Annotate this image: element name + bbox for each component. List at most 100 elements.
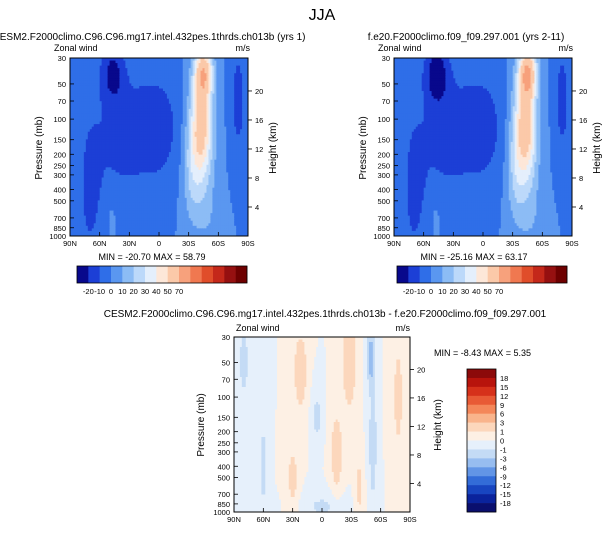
contour-cell [151, 73, 154, 77]
contour-cell [200, 180, 204, 184]
contour-cell [99, 121, 103, 125]
contour-cell [137, 167, 140, 171]
contour-cell [151, 83, 154, 87]
contour-cell [214, 131, 217, 135]
contour-cell [198, 96, 202, 100]
contour-cell [117, 63, 121, 67]
contour-cell [204, 129, 208, 133]
contour-cell [143, 195, 146, 199]
contour-cell [222, 113, 225, 118]
contour-cell [121, 119, 124, 123]
contour-cell [71, 182, 75, 186]
contour-cell [133, 172, 136, 176]
contour-cell [224, 73, 227, 77]
contour-cell [151, 103, 154, 107]
contour-cell [170, 108, 174, 112]
contour-cell [145, 113, 148, 118]
contour-cell [135, 192, 138, 196]
contour-cell [194, 65, 198, 69]
contour-cell [194, 111, 198, 115]
contour-cell [85, 147, 89, 151]
contour-cell [83, 180, 87, 184]
contour-cell [135, 152, 138, 156]
contour-cell [182, 111, 186, 115]
contour-cell [75, 139, 79, 143]
contour-cell [75, 149, 79, 153]
contour-cell [242, 126, 245, 130]
contour-cell [164, 180, 168, 184]
contour-cell [93, 88, 97, 92]
contour-cell [212, 80, 215, 85]
contour-cell [236, 58, 239, 62]
contour-cell [242, 192, 245, 196]
contour-cell [109, 177, 113, 181]
contour-cell [89, 141, 93, 146]
contour-cell [222, 103, 225, 107]
contour-cell [117, 182, 121, 186]
contour-cell [107, 192, 111, 196]
contour-cell [117, 157, 121, 161]
contour-cell [182, 96, 186, 100]
contour-cell [127, 182, 130, 186]
contour-cell [200, 164, 204, 168]
contour-cell [77, 58, 81, 62]
contour-cell [103, 180, 107, 184]
contour-cell [135, 68, 138, 72]
contour-cell [208, 91, 212, 95]
contour-cell [226, 93, 229, 97]
contour-cell [121, 167, 124, 171]
contour-cell [160, 177, 164, 181]
contour-cell [242, 116, 245, 120]
contour-cell [212, 129, 215, 133]
contour-cell [147, 96, 150, 100]
contour-cell [212, 60, 215, 64]
contour-cell [212, 152, 215, 156]
contour-cell [162, 167, 166, 171]
contour-cell [101, 124, 105, 128]
contour-cell [226, 88, 229, 92]
contour-cell [164, 121, 168, 125]
contour-cell [218, 169, 221, 174]
contour-cell [190, 147, 194, 151]
contour-cell [230, 144, 233, 148]
contour-cell [246, 167, 248, 171]
contour-cell [220, 65, 223, 69]
contour-cell [91, 152, 95, 156]
contour-cell [103, 60, 107, 64]
contour-cell [105, 190, 109, 194]
contour-cell [107, 154, 111, 158]
contour-cell [117, 58, 121, 62]
contour-cell [155, 164, 158, 168]
contour-cell [234, 136, 237, 140]
contour-cell [216, 96, 219, 100]
contour-cell [242, 129, 245, 133]
contour-cell [119, 195, 123, 199]
contour-cell [111, 162, 115, 166]
contour-cell [168, 129, 172, 133]
contour-cell [184, 182, 188, 186]
contour-cell [91, 83, 95, 87]
contour-cell [99, 172, 103, 176]
contour-cell [139, 129, 142, 133]
contour-cell [214, 136, 217, 140]
contour-cell [101, 141, 105, 146]
contour-cell [133, 149, 136, 153]
contour-cell [153, 174, 156, 179]
contour-cell [160, 174, 164, 179]
contour-cell [123, 141, 126, 146]
contour-cell [192, 83, 196, 87]
contour-cell [230, 103, 233, 107]
contour-cell [206, 177, 210, 181]
contour-cell [117, 169, 121, 174]
contour-cell [210, 60, 213, 64]
contour-cell [115, 174, 119, 179]
contour-cell [220, 126, 223, 130]
contour-cell [115, 70, 119, 74]
contour-cell [147, 103, 150, 107]
contour-cell [246, 169, 248, 174]
contour-cell [143, 174, 146, 179]
contour-cell [232, 139, 235, 143]
contour-cell [176, 121, 180, 125]
contour-cell [145, 157, 148, 161]
contour-cell [147, 116, 150, 120]
